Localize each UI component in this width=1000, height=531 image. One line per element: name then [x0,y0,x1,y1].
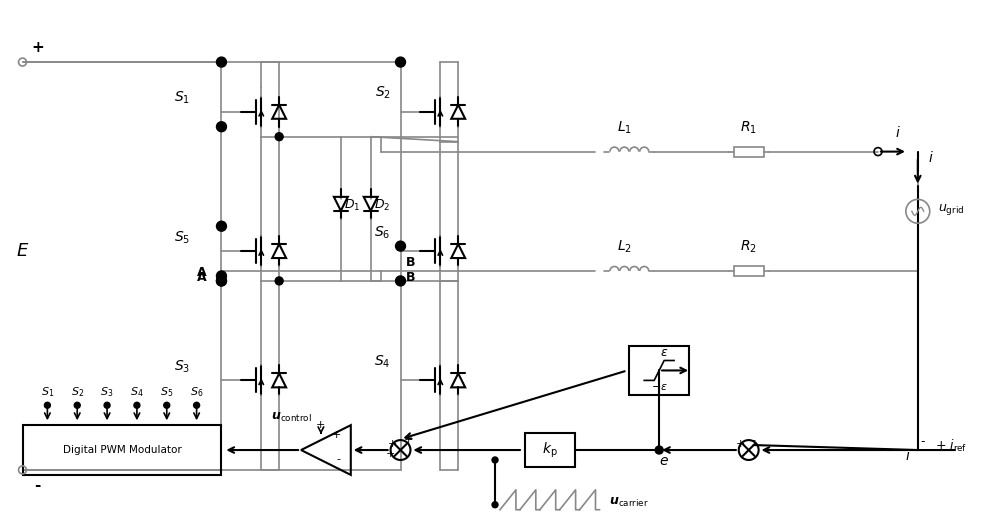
Text: $L_1$: $L_1$ [617,119,632,136]
Text: $S_5$: $S_5$ [160,386,173,399]
Bar [734,266,764,276]
Text: $L_2$: $L_2$ [617,239,632,255]
Circle shape [134,402,140,408]
Text: $\boldsymbol{u}_{\rm control}$: $\boldsymbol{u}_{\rm control}$ [271,411,312,424]
Circle shape [216,57,226,67]
Text: $E$: $E$ [16,242,29,260]
Circle shape [492,457,498,463]
Circle shape [492,502,498,508]
Text: +: + [404,435,413,445]
Circle shape [216,221,226,231]
Circle shape [216,122,226,132]
Text: Digital PWM Modulator: Digital PWM Modulator [63,445,181,455]
Circle shape [104,402,110,408]
Text: $S_3$: $S_3$ [174,358,190,375]
Text: $S_6$: $S_6$ [374,224,391,241]
Text: $\varepsilon$: $\varepsilon$ [660,346,668,358]
Text: $S_3$: $S_3$ [100,386,114,399]
Circle shape [396,276,405,286]
Text: $S_5$: $S_5$ [174,229,190,245]
Text: B: B [405,271,415,284]
Text: $i$: $i$ [895,125,901,140]
Text: $R_2$: $R_2$ [740,239,757,255]
Text: -: - [752,435,756,445]
Text: $R_1$: $R_1$ [740,119,757,136]
Text: $D_1$: $D_1$ [344,198,360,213]
Circle shape [655,446,663,454]
Text: $S_6$: $S_6$ [190,386,203,399]
Circle shape [216,276,226,286]
Text: $S_2$: $S_2$ [375,85,391,101]
Text: $S_4$: $S_4$ [374,354,391,370]
Bar [525,433,575,467]
Circle shape [164,402,170,408]
Text: $e$: $e$ [659,454,669,468]
Text: +: + [388,439,397,449]
Circle shape [194,402,200,408]
Bar [734,147,764,157]
Circle shape [74,402,80,408]
Text: $u_{\rm grid}$: $u_{\rm grid}$ [938,202,964,217]
Text: A: A [197,271,207,284]
Text: $S_4$: $S_4$ [130,386,144,399]
Text: $+\ i_{\rm ref}$: $+\ i_{\rm ref}$ [935,438,968,454]
Text: $-\varepsilon$: $-\varepsilon$ [651,382,668,392]
Text: +: + [386,449,395,459]
Text: +: + [31,40,44,55]
Circle shape [396,241,405,251]
Text: +: + [736,439,745,449]
Text: $S_1$: $S_1$ [41,386,54,399]
Text: -: - [337,454,341,464]
Circle shape [396,57,405,67]
Bar [23,425,221,475]
Circle shape [216,271,226,281]
Text: +: + [316,420,325,430]
Text: -: - [34,478,41,493]
Circle shape [44,402,50,408]
Text: $i$: $i$ [928,150,934,165]
Text: A: A [197,266,207,279]
Text: +: + [331,430,341,440]
Text: B: B [405,256,415,269]
Text: $i$: $i$ [905,448,911,463]
Text: -: - [921,435,925,448]
Bar [629,346,689,395]
Circle shape [275,277,283,285]
Text: $S_2$: $S_2$ [71,386,84,399]
Text: $S_1$: $S_1$ [174,90,190,106]
Circle shape [216,276,226,286]
Circle shape [275,133,283,141]
Text: $D_2$: $D_2$ [374,198,390,213]
Text: $k_{\rm p}$: $k_{\rm p}$ [542,440,558,460]
Text: $\boldsymbol{u}_{\rm carrier}$: $\boldsymbol{u}_{\rm carrier}$ [609,496,649,509]
